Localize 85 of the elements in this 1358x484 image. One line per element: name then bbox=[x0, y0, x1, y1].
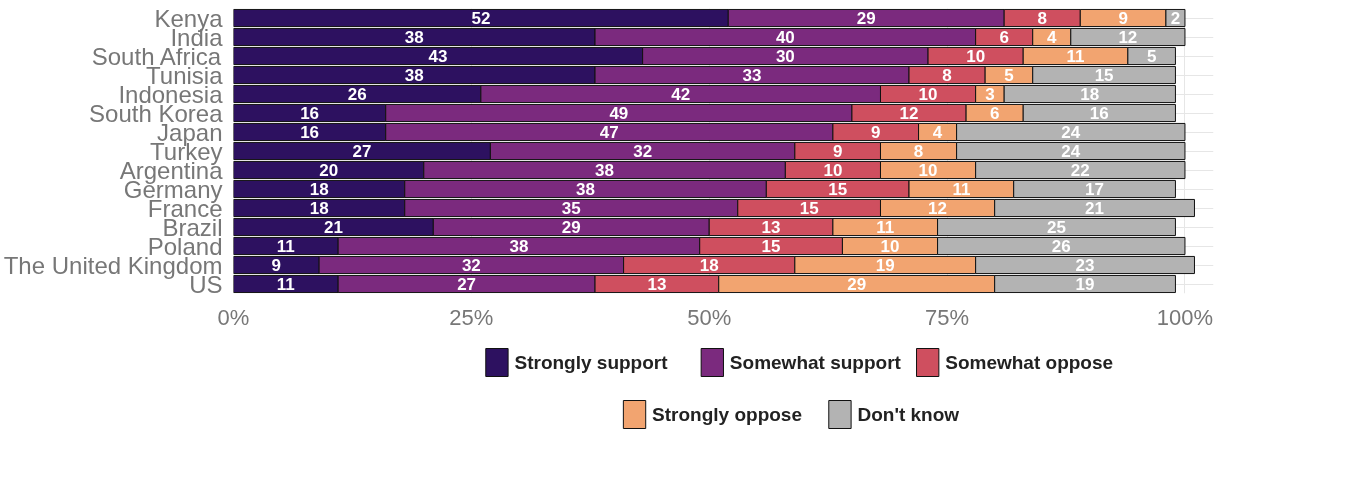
data-label: 10 bbox=[918, 85, 938, 104]
data-label: 12 bbox=[899, 104, 919, 123]
data-label: 18 bbox=[309, 180, 329, 199]
x-tick-label: 25% bbox=[449, 304, 494, 330]
data-label: 24 bbox=[1061, 142, 1081, 161]
data-label: 6 bbox=[999, 28, 1009, 47]
data-label: 12 bbox=[928, 199, 948, 218]
data-label: 19 bbox=[1075, 275, 1095, 294]
data-label: 9 bbox=[832, 142, 843, 161]
data-label: 38 bbox=[509, 237, 529, 256]
data-label: 42 bbox=[671, 85, 691, 104]
data-label: 11 bbox=[952, 180, 971, 199]
data-label: 11 bbox=[876, 218, 895, 237]
data-label: 32 bbox=[461, 256, 481, 275]
data-label: 9 bbox=[871, 123, 881, 142]
data-label: 15 bbox=[799, 199, 819, 218]
data-label: 35 bbox=[561, 199, 581, 218]
data-label: 9 bbox=[271, 256, 282, 275]
data-label: 5 bbox=[1146, 47, 1157, 66]
data-label: 4 bbox=[932, 123, 943, 142]
data-label: 3 bbox=[985, 85, 995, 104]
data-label: 13 bbox=[761, 218, 781, 237]
data-label: 18 bbox=[1080, 85, 1100, 104]
data-label: 13 bbox=[647, 275, 667, 294]
data-label: 29 bbox=[561, 218, 581, 237]
data-label: 38 bbox=[576, 180, 596, 199]
data-label: 10 bbox=[880, 237, 900, 256]
data-label: 21 bbox=[323, 218, 343, 237]
data-label: 16 bbox=[300, 123, 320, 142]
data-label: 18 bbox=[309, 199, 329, 218]
x-tick-label: 50% bbox=[687, 304, 732, 330]
data-label: 16 bbox=[1089, 104, 1109, 123]
data-label: 27 bbox=[457, 275, 477, 294]
data-label: 30 bbox=[775, 47, 795, 66]
data-label: 21 bbox=[1085, 199, 1105, 218]
data-label: 4 bbox=[1047, 28, 1058, 47]
data-label: 23 bbox=[1075, 256, 1095, 275]
data-label: 19 bbox=[875, 256, 895, 275]
data-label: 2 bbox=[1170, 9, 1181, 28]
data-label: 8 bbox=[942, 66, 952, 85]
data-label: 26 bbox=[347, 85, 367, 104]
data-label: 22 bbox=[1070, 161, 1090, 180]
data-label: 38 bbox=[404, 28, 424, 47]
data-label: 25 bbox=[1047, 218, 1066, 237]
data-label: 27 bbox=[352, 142, 372, 161]
data-label: 18 bbox=[699, 256, 719, 275]
data-label: 20 bbox=[319, 161, 339, 180]
data-label: 11 bbox=[1066, 47, 1085, 66]
x-tick-label: 75% bbox=[925, 304, 970, 330]
data-label: 26 bbox=[1051, 237, 1071, 256]
data-label: 15 bbox=[828, 180, 848, 199]
data-label: 12 bbox=[1118, 28, 1138, 47]
legend-label: Don't know bbox=[857, 404, 960, 425]
data-label: 32 bbox=[633, 142, 653, 161]
data-label: 11 bbox=[276, 275, 295, 294]
data-label: 29 bbox=[847, 275, 867, 294]
data-label: 10 bbox=[823, 161, 843, 180]
data-label: 24 bbox=[1061, 123, 1081, 142]
data-label: 40 bbox=[775, 28, 795, 47]
data-label: 10 bbox=[918, 161, 938, 180]
data-label: 6 bbox=[989, 104, 1000, 123]
x-tick-label: 100% bbox=[1156, 304, 1214, 330]
legend-label: Strongly support bbox=[514, 352, 669, 373]
data-label: 8 bbox=[913, 142, 924, 161]
data-label: 11 bbox=[276, 237, 295, 256]
data-label: 16 bbox=[300, 104, 320, 123]
data-label: 8 bbox=[1037, 9, 1047, 28]
data-label: 38 bbox=[404, 66, 424, 85]
data-label: 17 bbox=[1085, 180, 1105, 199]
data-label: 29 bbox=[856, 9, 876, 28]
data-label: 47 bbox=[599, 123, 619, 142]
data-label: 52 bbox=[471, 9, 491, 28]
data-label: 15 bbox=[1094, 66, 1114, 85]
legend-label: Strongly oppose bbox=[652, 404, 802, 425]
legend-label: Somewhat oppose bbox=[945, 352, 1114, 373]
x-tick-label: 0% bbox=[217, 304, 250, 330]
data-label: 49 bbox=[609, 104, 629, 123]
data-label: 38 bbox=[595, 161, 615, 180]
data-label: 33 bbox=[742, 66, 762, 85]
data-label: 9 bbox=[1118, 9, 1128, 28]
legend-label: Somewhat support bbox=[729, 352, 902, 373]
data-label: 15 bbox=[761, 237, 781, 256]
data-label: 5 bbox=[1004, 66, 1014, 85]
data-label: 10 bbox=[966, 47, 986, 66]
data-label: 43 bbox=[428, 47, 448, 66]
